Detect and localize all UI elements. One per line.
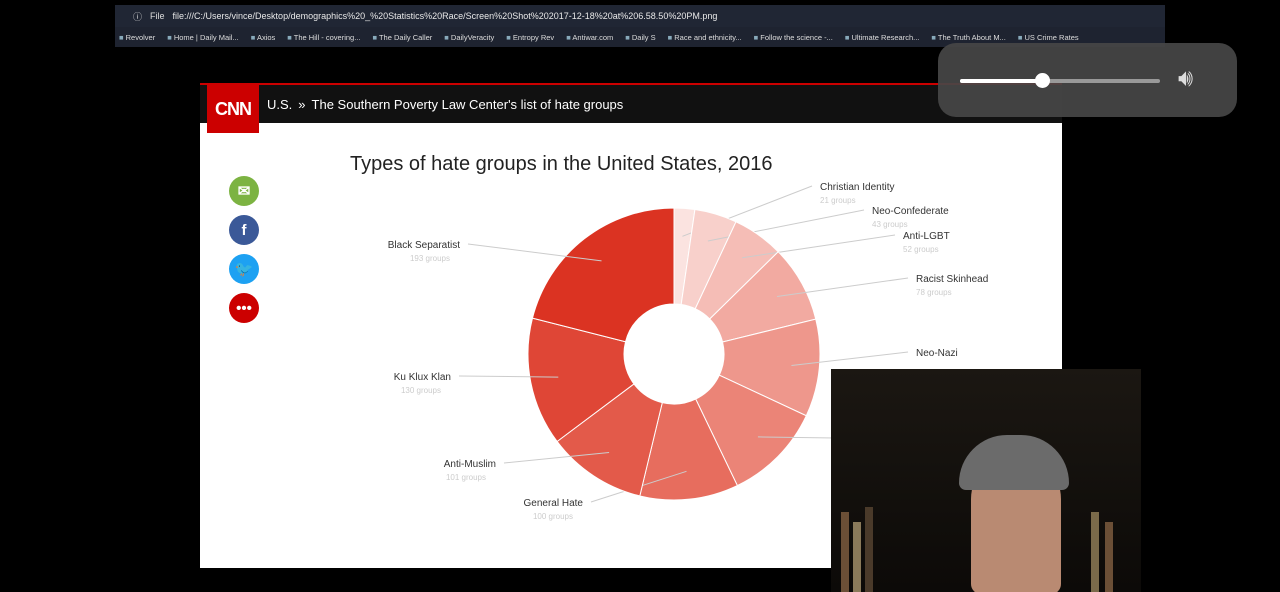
bookmark-item[interactable]: Revolver bbox=[119, 33, 156, 42]
bookmark-item[interactable]: Daily S bbox=[625, 33, 656, 42]
address-bar[interactable]: ⓘ File file:///C:/Users/vince/Desktop/de… bbox=[115, 5, 1165, 27]
bookmark-item[interactable]: Axios bbox=[251, 33, 275, 42]
leader-line bbox=[791, 351, 909, 366]
leader-line bbox=[458, 375, 559, 378]
slice-value-label: 101 groups bbox=[446, 473, 486, 482]
slice-value-label: 193 groups bbox=[410, 254, 450, 263]
cnn-logo[interactable]: CNN bbox=[207, 85, 259, 133]
cnn-slide: Christian Identity 21 groups Neo-Confedera… bbox=[200, 83, 1062, 568]
slice-label: Anti-LGBT bbox=[903, 231, 950, 242]
volume-slider[interactable] bbox=[960, 73, 1160, 88]
bookmark-item[interactable]: The Hill - covering... bbox=[287, 33, 361, 42]
headline: The Southern Poverty Law Center's list o… bbox=[311, 97, 624, 112]
donut-slice[interactable] bbox=[531, 207, 675, 343]
slice-value-label: 100 groups bbox=[533, 512, 573, 521]
slice-label: Neo-Nazi bbox=[916, 348, 958, 359]
bookmark-item[interactable]: DailyVeracity bbox=[444, 33, 494, 42]
cap bbox=[959, 435, 1069, 490]
twitter-share-button[interactable]: 🐦 bbox=[229, 254, 259, 284]
chart-title: Types of hate groups in the United State… bbox=[350, 153, 773, 175]
file-label: File bbox=[150, 11, 165, 21]
leader-line bbox=[776, 277, 909, 298]
bookmark-item[interactable]: US Crime Rates bbox=[1018, 33, 1078, 42]
bookmark-item[interactable]: Race and ethnicity... bbox=[668, 33, 741, 42]
slice-label: Racist Skinhead bbox=[916, 274, 988, 285]
slice-value-label: 78 groups bbox=[916, 288, 952, 297]
slice-value-label: 43 groups bbox=[872, 220, 908, 229]
slice-label: Ku Klux Klan bbox=[394, 372, 451, 383]
donut-slice[interactable] bbox=[556, 383, 663, 497]
leader-line bbox=[467, 243, 602, 262]
slice-value-label: 21 groups bbox=[820, 196, 856, 205]
more-share-button[interactable]: ••• bbox=[229, 293, 259, 323]
info-icon: ⓘ bbox=[133, 11, 143, 22]
browser-chrome: ⓘ File file:///C:/Users/vince/Desktop/de… bbox=[115, 5, 1165, 47]
section-link[interactable]: U.S. bbox=[267, 97, 293, 112]
leader-line bbox=[503, 452, 610, 464]
donut-slice[interactable] bbox=[527, 317, 635, 443]
leader-line bbox=[742, 234, 896, 259]
breadcrumb: U.S. » The Southern Poverty Law Center's l… bbox=[267, 97, 623, 112]
facebook-share-button[interactable]: f bbox=[229, 215, 259, 245]
bookmark-item[interactable]: Antiwar.com bbox=[566, 33, 613, 42]
email-share-button[interactable]: ✉ bbox=[229, 176, 259, 206]
volume-overlay: 🔊︎ bbox=[938, 43, 1237, 117]
slice-label: Black Separatist bbox=[388, 240, 460, 251]
bookmark-item[interactable]: The Daily Caller bbox=[372, 33, 432, 42]
bookmark-item[interactable]: The Truth About M... bbox=[931, 33, 1006, 42]
email-icon: ✉ bbox=[237, 183, 251, 200]
speaker-icon[interactable]: 🔊︎ bbox=[1178, 65, 1194, 92]
donut-chart: Christian Identity 21 groups Neo-Confedera… bbox=[388, 182, 989, 521]
twitter-icon: 🐦 bbox=[234, 261, 254, 278]
slice-value-label: 130 groups bbox=[401, 386, 441, 395]
more-icon: ••• bbox=[236, 299, 252, 317]
slice-label: Neo-Confederate bbox=[872, 206, 949, 217]
bookmark-item[interactable]: Entropy Rev bbox=[506, 33, 554, 42]
facebook-icon: f bbox=[241, 221, 247, 239]
bookmarks-bar: Revolver Home | Daily Mail... Axios The Hil… bbox=[115, 27, 1165, 47]
breadcrumb-separator: » bbox=[298, 97, 306, 112]
slice-label: Anti-Muslim bbox=[444, 459, 496, 470]
webcam-overlay bbox=[831, 369, 1141, 592]
slice-value-label: 52 groups bbox=[903, 245, 939, 254]
volume-knob[interactable] bbox=[1035, 73, 1050, 88]
bookmark-item[interactable]: Ultimate Research... bbox=[845, 33, 919, 42]
url-text[interactable]: file:///C:/Users/vince/Desktop/demograph… bbox=[172, 11, 718, 21]
bookmark-item[interactable]: Home | Daily Mail... bbox=[167, 33, 239, 42]
bookmark-item[interactable]: Follow the science -... bbox=[754, 33, 833, 42]
slice-label: General Hate bbox=[524, 498, 584, 509]
cnn-header: CNN U.S. » The Southern Poverty Law Center… bbox=[200, 83, 1062, 133]
slice-label: Christian Identity bbox=[820, 182, 894, 193]
